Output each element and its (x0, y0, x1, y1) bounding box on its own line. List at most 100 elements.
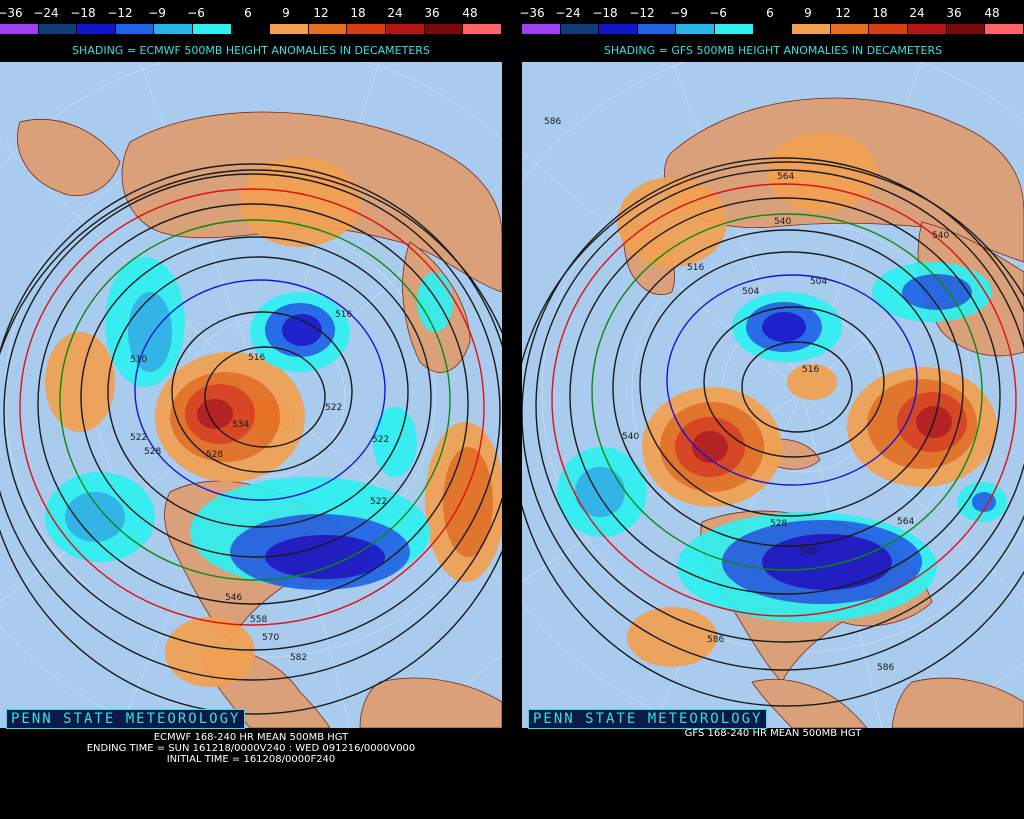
contour-label: 528 (144, 447, 161, 457)
caption-line: INITIAL TIME = 161208/0000F240 (166, 754, 336, 765)
contour-label: 540 (800, 547, 817, 557)
legend-label: −18 (592, 6, 618, 20)
legend-swatch (753, 24, 793, 34)
legend-swatch (0, 24, 39, 34)
contour-label: 522 (325, 403, 342, 413)
legend-label: 24 (909, 6, 925, 20)
legend-label: 9 (282, 6, 290, 20)
legend-label: −9 (148, 6, 166, 20)
gfs-anomaly-map: 586 564 540 540 516 504 504 516 540 528 … (522, 62, 1024, 728)
legend-label: −18 (70, 6, 96, 20)
legend-swatch (38, 24, 78, 34)
legend-swatch (77, 24, 116, 34)
height-anomaly-shading (45, 157, 502, 687)
contour-label: 504 (810, 277, 827, 287)
contour-label: 522 (372, 435, 389, 445)
legend-swatch (792, 24, 831, 34)
legend-swatch (830, 24, 870, 34)
contour-label: 546 (225, 593, 242, 603)
legend-label: 48 (984, 6, 1000, 20)
legend-swatch (308, 24, 348, 34)
legend-swatch (424, 24, 464, 34)
legend-label: −12 (107, 6, 133, 20)
legend-swatch (115, 24, 155, 34)
legend-label: −36 (519, 6, 545, 20)
contour-label: 540 (622, 432, 639, 442)
contour-label: 504 (742, 287, 759, 297)
legend-label: −24 (555, 6, 581, 20)
contour-label: 534 (232, 420, 249, 430)
legend-swatch (522, 24, 561, 34)
legend-swatch (599, 24, 638, 34)
color-legend-labels: −36 −24 −18 −12 −9 −6 6 9 12 18 24 36 48 (519, 6, 1024, 22)
contour-label: 558 (250, 615, 267, 625)
contour-label: 516 (802, 365, 819, 375)
legend-swatch (985, 24, 1024, 34)
legend-label: −36 (0, 6, 23, 20)
legend-label: 9 (804, 6, 812, 20)
caption-line: GFS 168-240 HR MEAN 500MB HGT (684, 728, 862, 739)
contour-label: 540 (774, 217, 791, 227)
penn-state-credit-logo: PENN STATE METEOROLOGY (528, 709, 768, 729)
contour-label: 522 (130, 433, 147, 443)
legend-swatch (637, 24, 677, 34)
legend-label: 18 (350, 6, 366, 20)
legend-label: −6 (187, 6, 205, 20)
contour-label: 528 (770, 519, 787, 529)
legend-label: 36 (424, 6, 440, 20)
legend-label: 48 (462, 6, 478, 20)
color-legend-bar (522, 24, 1024, 34)
contour-label: 570 (262, 633, 279, 643)
legend-label: −24 (33, 6, 59, 20)
legend-swatch (715, 24, 754, 34)
legend-label: 36 (946, 6, 962, 20)
contour-label: 564 (897, 517, 914, 527)
contour-label: 528 (206, 450, 223, 460)
contour-label: 582 (290, 653, 307, 663)
legend-swatch (231, 24, 271, 34)
legend-label: −12 (629, 6, 655, 20)
legend-swatch (347, 24, 387, 34)
contour-label: 564 (777, 172, 794, 182)
color-legend-bar (0, 24, 502, 34)
contour-labels: 510 516 516 522 522 522 522 528 534 528 … (130, 310, 389, 663)
legend-swatch (869, 24, 909, 34)
legend-label: 12 (835, 6, 851, 20)
gfs-panel: −36 −24 −18 −12 −9 −6 6 9 12 18 24 36 48… (519, 0, 1024, 819)
legend-label: −6 (709, 6, 727, 20)
legend-swatch (560, 24, 600, 34)
legend-swatch (193, 24, 232, 34)
map-subtitle: SHADING = ECMWF 500MB HEIGHT ANOMALIES I… (72, 44, 430, 57)
legend-swatch (270, 24, 309, 34)
legend-label: −9 (670, 6, 688, 20)
contour-label: 586 (877, 663, 894, 673)
legend-swatch (463, 24, 502, 34)
legend-label: 6 (244, 6, 252, 20)
contour-label: 522 (370, 497, 387, 507)
contour-labels: 586 564 540 540 516 504 504 516 540 528 … (544, 117, 949, 673)
contour-label: 586 (544, 117, 561, 127)
penn-state-credit-logo: PENN STATE METEOROLOGY (6, 709, 246, 729)
contour-label: 516 (248, 353, 265, 363)
ecmwf-anomaly-map: 510 516 516 522 522 522 522 528 534 528 … (0, 62, 502, 728)
legend-swatch (386, 24, 425, 34)
legend-label: 24 (387, 6, 403, 20)
contour-label: 516 (687, 263, 704, 273)
caption-line: ECMWF 168-240 HR MEAN 500MB HGT (153, 732, 349, 743)
ecmwf-panel: −36 −24 −18 −12 −9 −6 6 9 12 18 24 36 48… (0, 0, 502, 819)
height-contours (522, 157, 1024, 707)
panel-divider (502, 0, 522, 819)
legend-label: 18 (872, 6, 888, 20)
caption-line: ENDING TIME = SUN 161218/0000V240 : WED … (86, 743, 416, 754)
legend-swatch (154, 24, 194, 34)
legend-label: 6 (766, 6, 774, 20)
contour-label: 586 (707, 635, 724, 645)
contour-label: 516 (335, 310, 352, 320)
map-subtitle: SHADING = GFS 500MB HEIGHT ANOMALIES IN … (603, 44, 943, 57)
height-contours (0, 163, 502, 715)
legend-label: 12 (313, 6, 329, 20)
height-anomaly-shading (557, 132, 1007, 667)
legend-swatch (908, 24, 947, 34)
legend-swatch (676, 24, 716, 34)
contour-label: 510 (130, 355, 147, 365)
